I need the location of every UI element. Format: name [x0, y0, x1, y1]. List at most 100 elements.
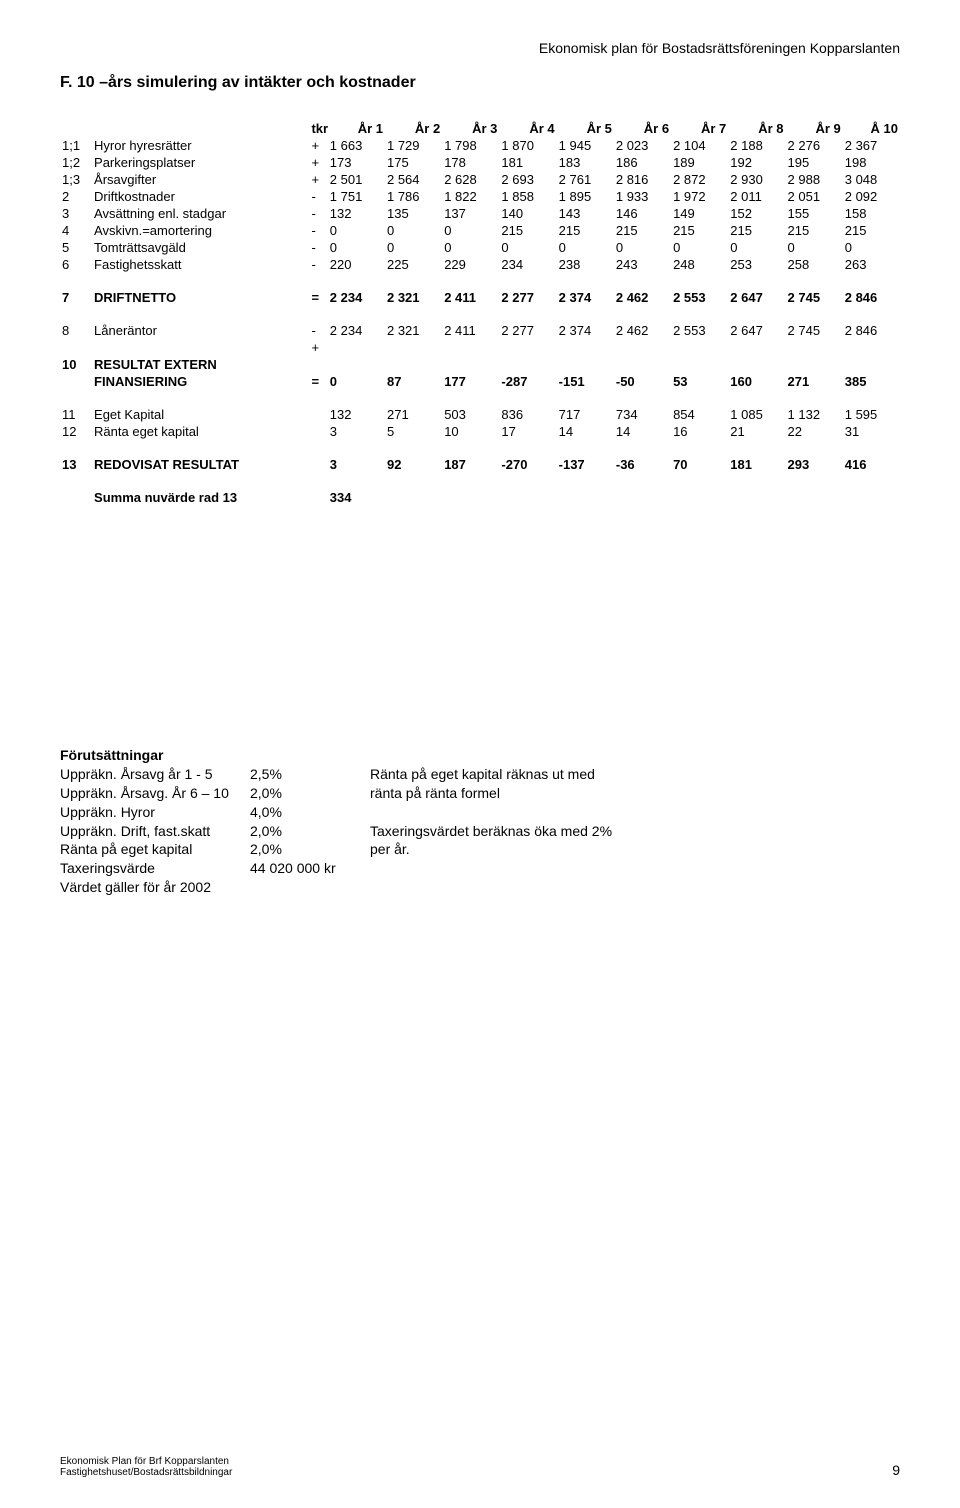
cell: 258	[786, 256, 843, 273]
cell: 0	[843, 239, 900, 256]
cell: 215	[786, 222, 843, 239]
cell: 2 501	[328, 171, 385, 188]
row-id: 13	[60, 456, 92, 473]
table-row: 6 Fastighetsskatt - 220 225 229 234 238 …	[60, 256, 900, 273]
row-label: RESULTAT EXTERN	[92, 356, 309, 373]
loanerantor-row: 8 Låneräntor - 2 234 2 321 2 411 2 277 2…	[60, 322, 900, 339]
year-header: År 4	[499, 120, 556, 137]
assump-mid: 2,0%	[250, 840, 370, 859]
row-op: +	[309, 137, 327, 154]
cell: 2 846	[843, 289, 900, 306]
assumption-row: Uppräkn. Årsavg år 1 - 5 2,5% Ränta på e…	[60, 765, 900, 784]
cell: 293	[786, 456, 843, 473]
redovisat-row: 13 REDOVISAT RESULTAT 3 92 187 -270 -137…	[60, 456, 900, 473]
row-label: Eget Kapital	[92, 406, 309, 423]
assump-mid: 44 020 000 kr	[250, 859, 370, 878]
year-header: År 8	[728, 120, 785, 137]
cell: 140	[499, 205, 556, 222]
cell: 243	[614, 256, 671, 273]
cell: 2 693	[499, 171, 556, 188]
eget-kapital-row: 11 Eget Kapital 132 271 503 836 717 734 …	[60, 406, 900, 423]
table-row: 1;2 Parkeringsplatser + 173 175 178 181 …	[60, 154, 900, 171]
cell: 0	[557, 239, 614, 256]
cell: 1 933	[614, 188, 671, 205]
cell: 0	[614, 239, 671, 256]
cell: 177	[442, 373, 499, 390]
page-number: 9	[892, 1462, 900, 1478]
plus-row: +	[60, 339, 900, 356]
cell: 2 011	[728, 188, 785, 205]
table-row: 3 Avsättning enl. stadgar - 132 135 137 …	[60, 205, 900, 222]
cell: 87	[385, 373, 442, 390]
cell: 2 553	[671, 322, 728, 339]
cell: 187	[442, 456, 499, 473]
cell: 149	[671, 205, 728, 222]
row-id: 5	[60, 239, 92, 256]
assumption-row: Taxeringsvärde 44 020 000 kr	[60, 859, 900, 878]
row-op: -	[309, 205, 327, 222]
cell: 2 051	[786, 188, 843, 205]
cell: 3 048	[843, 171, 900, 188]
row-op: -	[309, 322, 327, 339]
cell: 1 870	[499, 137, 556, 154]
cell: 31	[843, 423, 900, 440]
ranta-eget-row: 12 Ränta eget kapital 3 5 10 17 14 14 16…	[60, 423, 900, 440]
cell: 334	[328, 489, 385, 506]
cell: 1 945	[557, 137, 614, 154]
cell: 1 085	[728, 406, 785, 423]
year-header: År 3	[442, 120, 499, 137]
cell: 2 374	[557, 289, 614, 306]
assump-right	[370, 859, 900, 878]
cell: 0	[328, 222, 385, 239]
cell: -36	[614, 456, 671, 473]
cell: 271	[786, 373, 843, 390]
row-op: =	[309, 289, 327, 306]
cell: 215	[728, 222, 785, 239]
cell: 2 411	[442, 289, 499, 306]
cell: -287	[499, 373, 556, 390]
cell: 229	[442, 256, 499, 273]
cell: 2 321	[385, 289, 442, 306]
assumption-row: Uppräkn. Drift, fast.skatt 2,0% Taxering…	[60, 822, 900, 841]
cell: 416	[843, 456, 900, 473]
assumptions-heading: Förutsättningar	[60, 746, 900, 765]
cell: 181	[728, 456, 785, 473]
year-header: År 7	[671, 120, 728, 137]
assumption-row: Uppräkn. Årsavg. År 6 – 10 2,0% ränta på…	[60, 784, 900, 803]
cell: 137	[442, 205, 499, 222]
table-row: 2 Driftkostnader - 1 751 1 786 1 822 1 8…	[60, 188, 900, 205]
cell: -270	[499, 456, 556, 473]
cell: 21	[728, 423, 785, 440]
cell: 146	[614, 205, 671, 222]
row-op: +	[309, 339, 327, 356]
cell: 1 729	[385, 137, 442, 154]
cell: 2 647	[728, 322, 785, 339]
cell: 215	[557, 222, 614, 239]
cell: 0	[786, 239, 843, 256]
cell: 143	[557, 205, 614, 222]
cell: 158	[843, 205, 900, 222]
cell: 2 367	[843, 137, 900, 154]
row-id: 11	[60, 406, 92, 423]
cell: 70	[671, 456, 728, 473]
assumption-row: Värdet gäller för år 2002	[60, 878, 900, 897]
row-label: Hyror hyresrätter	[92, 137, 309, 154]
table-header-row: tkr År 1 År 2 År 3 År 4 År 5 År 6 År 7 Å…	[60, 120, 900, 137]
section-title: F. 10 –års simulering av intäkter och ko…	[60, 74, 900, 92]
cell: 160	[728, 373, 785, 390]
row-id: 10	[60, 356, 92, 373]
cell: 2 188	[728, 137, 785, 154]
assump-left: Uppräkn. Hyror	[60, 803, 250, 822]
cell: 2 234	[328, 289, 385, 306]
cell: 734	[614, 406, 671, 423]
cell: 836	[499, 406, 556, 423]
cell: 0	[499, 239, 556, 256]
footer-line1: Ekonomisk Plan för Brf Kopparslanten	[60, 1456, 232, 1467]
cell: 1 132	[786, 406, 843, 423]
cell: 2 462	[614, 289, 671, 306]
row-label: Avsättning enl. stadgar	[92, 205, 309, 222]
table-row: 1;3 Årsavgifter + 2 501 2 564 2 628 2 69…	[60, 171, 900, 188]
row-id: 4	[60, 222, 92, 239]
cell: 10	[442, 423, 499, 440]
cell: 2 277	[499, 322, 556, 339]
